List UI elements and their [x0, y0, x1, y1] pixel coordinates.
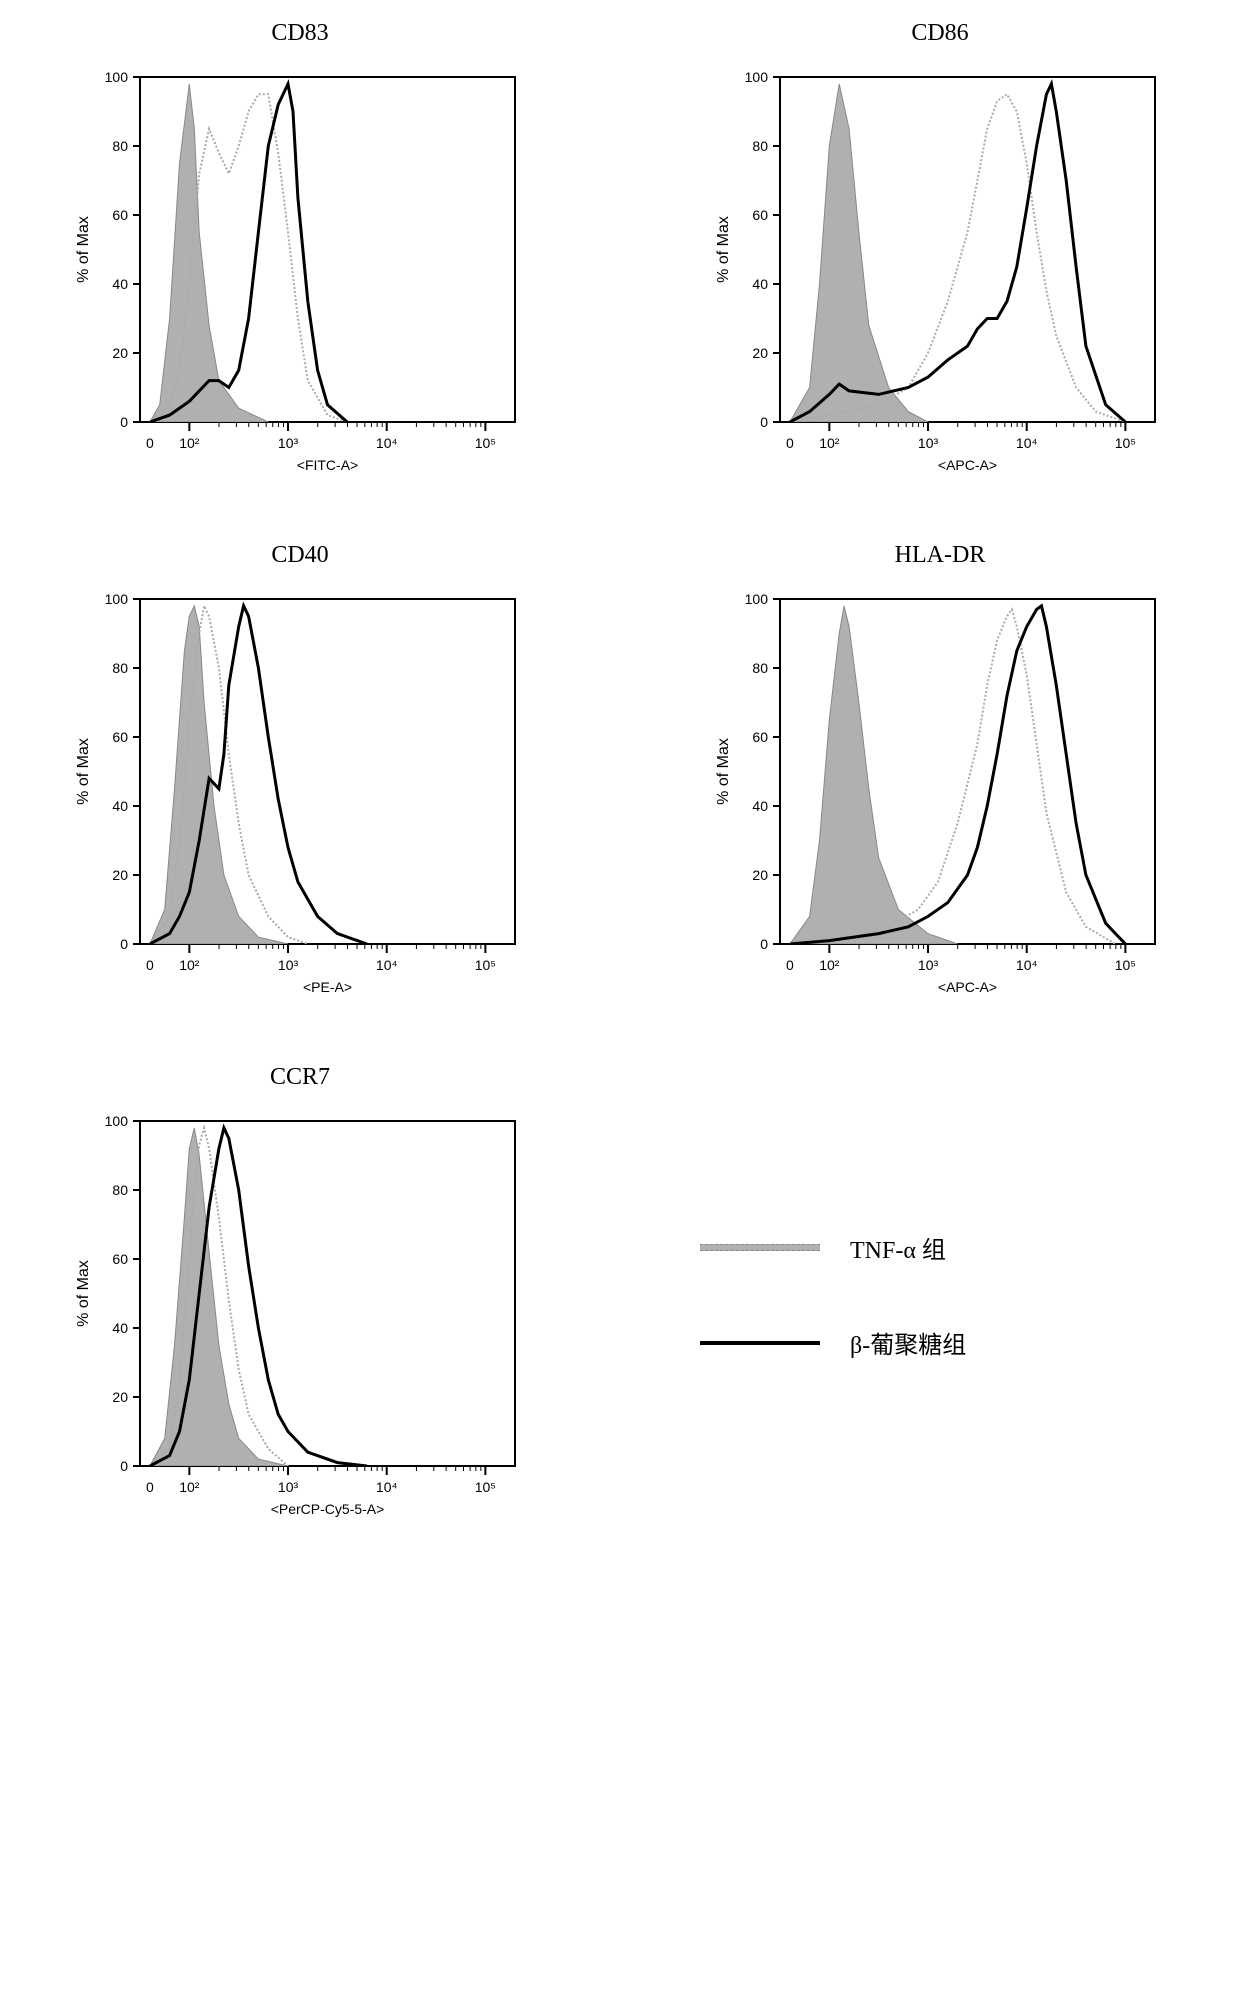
- histogram-plot: 0 20 40 60 80 100 % of Max 0 10² 10³ 10⁴ 10⁵ <FITC-A…: [70, 62, 530, 482]
- svg-text:% of Max: % of Max: [75, 1260, 92, 1327]
- panel-cd83: CD83 0 20 40 60 80 100 % of Max 0 10² 10³ 10⁴ 10⁵ <FI…: [20, 20, 580, 482]
- panel-title: HLA-DR: [895, 542, 986, 569]
- svg-text:20: 20: [112, 867, 128, 883]
- histogram-plot: 0 20 40 60 80 100 % of Max 0 10² 10³ 10⁴ 10⁵ <PerCP-…: [70, 1106, 530, 1526]
- svg-text:60: 60: [112, 1251, 128, 1267]
- svg-text:% of Max: % of Max: [75, 738, 92, 805]
- svg-text:10⁵: 10⁵: [1115, 957, 1136, 973]
- svg-text:10²: 10²: [179, 957, 200, 973]
- svg-text:10⁴: 10⁴: [1016, 957, 1038, 973]
- svg-text:% of Max: % of Max: [715, 738, 732, 805]
- svg-text:80: 80: [752, 138, 768, 154]
- svg-text:100: 100: [105, 591, 129, 607]
- svg-text:20: 20: [112, 345, 128, 361]
- svg-text:80: 80: [752, 660, 768, 676]
- svg-text:40: 40: [752, 276, 768, 292]
- svg-text:10⁴: 10⁴: [376, 435, 398, 451]
- svg-text:<APC-A>: <APC-A>: [938, 979, 997, 995]
- svg-text:40: 40: [112, 276, 128, 292]
- panel-cd40: CD40 0 20 40 60 80 100 % of Max 0 10² 10³ 10⁴ 10⁵ <PE…: [20, 542, 580, 1004]
- svg-text:10³: 10³: [918, 957, 939, 973]
- svg-text:10⁵: 10⁵: [475, 1479, 496, 1495]
- panel-ccr7: CCR7 0 20 40 60 80 100 % of Max 0 10² 10³ 10⁴ 10⁵ <Pe…: [20, 1064, 580, 1526]
- svg-text:40: 40: [112, 1320, 128, 1336]
- svg-text:100: 100: [745, 69, 769, 85]
- panel-cd86: CD86 0 20 40 60 80 100 % of Max 0 10² 10³ 10⁴ 10⁵ <AP…: [660, 20, 1220, 482]
- svg-text:10²: 10²: [819, 435, 840, 451]
- svg-text:0: 0: [786, 957, 794, 973]
- svg-text:40: 40: [112, 798, 128, 814]
- panel-title: CD40: [271, 542, 328, 569]
- svg-text:% of Max: % of Max: [75, 216, 92, 283]
- legend-item: β-葡聚糖组: [700, 1325, 1220, 1360]
- legend-label: β-葡聚糖组: [850, 1325, 966, 1360]
- svg-text:0: 0: [146, 957, 154, 973]
- legend: TNF-α 组 β-葡聚糖组: [660, 1064, 1220, 1526]
- panel-title: CD83: [271, 20, 328, 47]
- svg-text:100: 100: [105, 69, 129, 85]
- svg-text:10²: 10²: [179, 435, 200, 451]
- svg-text:<FITC-A>: <FITC-A>: [297, 457, 358, 473]
- svg-text:10²: 10²: [819, 957, 840, 973]
- svg-text:80: 80: [112, 1182, 128, 1198]
- svg-text:0: 0: [760, 414, 768, 430]
- panel-title: CD86: [911, 20, 968, 47]
- svg-text:20: 20: [752, 867, 768, 883]
- svg-text:0: 0: [120, 936, 128, 952]
- svg-text:10³: 10³: [278, 1479, 299, 1495]
- svg-text:% of Max: % of Max: [715, 216, 732, 283]
- svg-text:60: 60: [752, 729, 768, 745]
- svg-text:0: 0: [760, 936, 768, 952]
- svg-text:<PerCP-Cy5-5-A>: <PerCP-Cy5-5-A>: [271, 1501, 385, 1517]
- svg-text:10³: 10³: [278, 435, 299, 451]
- legend-label: TNF-α 组: [850, 1230, 946, 1265]
- svg-text:10⁵: 10⁵: [1115, 435, 1136, 451]
- svg-text:10³: 10³: [918, 435, 939, 451]
- svg-text:100: 100: [105, 1113, 129, 1129]
- svg-text:60: 60: [112, 207, 128, 223]
- svg-text:80: 80: [112, 660, 128, 676]
- histogram-plot: 0 20 40 60 80 100 % of Max 0 10² 10³ 10⁴ 10⁵ <PE-A>: [70, 584, 530, 1004]
- svg-text:10⁵: 10⁵: [475, 435, 496, 451]
- svg-text:<APC-A>: <APC-A>: [938, 457, 997, 473]
- flow-cytometry-grid: CD83 0 20 40 60 80 100 % of Max 0 10² 10³ 10⁴ 10⁵ <FI…: [20, 20, 1220, 1526]
- svg-text:100: 100: [745, 591, 769, 607]
- svg-text:40: 40: [752, 798, 768, 814]
- svg-text:10⁴: 10⁴: [376, 1479, 398, 1495]
- svg-text:10⁵: 10⁵: [475, 957, 496, 973]
- svg-text:10²: 10²: [179, 1479, 200, 1495]
- histogram-plot: 0 20 40 60 80 100 % of Max 0 10² 10³ 10⁴ 10⁵ <APC-A>: [710, 584, 1170, 1004]
- svg-text:60: 60: [112, 729, 128, 745]
- svg-text:10³: 10³: [278, 957, 299, 973]
- histogram-plot: 0 20 40 60 80 100 % of Max 0 10² 10³ 10⁴ 10⁵ <APC-A>: [710, 62, 1170, 482]
- legend-item: TNF-α 组: [700, 1230, 1220, 1265]
- svg-text:0: 0: [786, 435, 794, 451]
- legend-swatch: [700, 1244, 820, 1251]
- svg-text:0: 0: [146, 1479, 154, 1495]
- svg-text:20: 20: [112, 1389, 128, 1405]
- legend-swatch: [700, 1341, 820, 1345]
- svg-text:0: 0: [120, 1458, 128, 1474]
- panel-hla-dr: HLA-DR 0 20 40 60 80 100 % of Max 0 10² 10³ 10⁴ 10⁵ <…: [660, 542, 1220, 1004]
- panel-title: CCR7: [270, 1064, 330, 1091]
- svg-text:80: 80: [112, 138, 128, 154]
- svg-text:0: 0: [120, 414, 128, 430]
- svg-text:<PE-A>: <PE-A>: [303, 979, 352, 995]
- svg-text:60: 60: [752, 207, 768, 223]
- svg-text:0: 0: [146, 435, 154, 451]
- svg-text:10⁴: 10⁴: [376, 957, 398, 973]
- svg-text:10⁴: 10⁴: [1016, 435, 1038, 451]
- svg-text:20: 20: [752, 345, 768, 361]
